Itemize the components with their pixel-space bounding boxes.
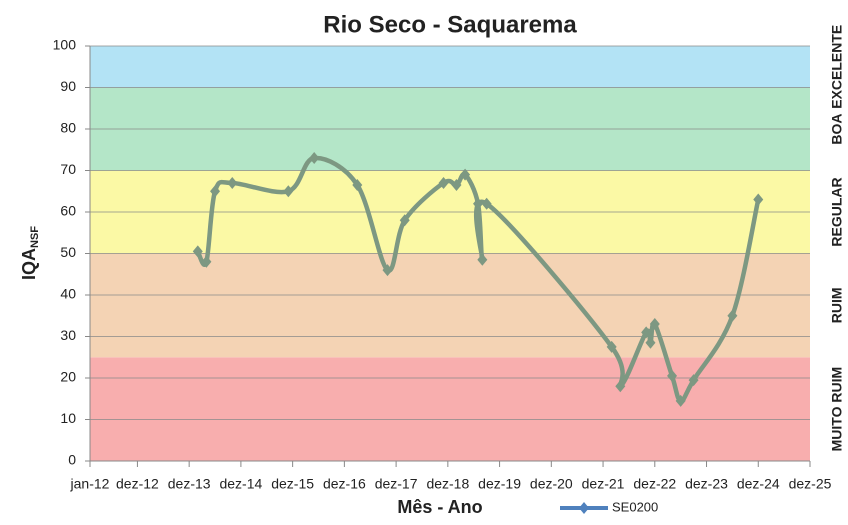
y-tick-label: 0 xyxy=(68,452,76,468)
x-tick-label: dez-16 xyxy=(323,476,366,492)
data-point xyxy=(210,185,221,198)
band-label: RUIM xyxy=(829,287,845,323)
data-point xyxy=(753,193,764,206)
quality-band xyxy=(90,253,810,358)
data-point xyxy=(382,264,393,277)
data-point xyxy=(645,336,656,349)
legend-marker xyxy=(579,502,589,514)
data-point xyxy=(201,255,212,268)
x-tick-label: dez-20 xyxy=(530,476,573,492)
data-point xyxy=(352,179,363,192)
y-tick-label: 70 xyxy=(60,161,76,177)
y-tick-label: 40 xyxy=(60,286,76,302)
x-tick-label: dez-18 xyxy=(426,476,469,492)
y-axis-label-sub: NSF xyxy=(29,226,41,248)
y-axis-label: IQANSF xyxy=(19,226,41,280)
x-tick-label: dez-25 xyxy=(789,476,832,492)
y-tick-label: 80 xyxy=(60,120,76,136)
data-point xyxy=(675,394,686,407)
data-point xyxy=(460,168,471,181)
x-tick-label: dez-17 xyxy=(375,476,418,492)
data-point xyxy=(481,197,492,210)
band-label: EXCELENTE xyxy=(829,25,845,109)
x-tick-label: dez-23 xyxy=(685,476,728,492)
data-point xyxy=(688,374,699,387)
legend-label: SE0200 xyxy=(612,499,658,514)
x-tick-label: dez-24 xyxy=(737,476,780,492)
y-tick-label: 60 xyxy=(60,203,76,219)
band-label: MUITO RUIM xyxy=(829,367,845,452)
data-point xyxy=(477,253,488,266)
data-point xyxy=(227,176,238,189)
y-tick-label: 90 xyxy=(60,78,76,94)
data-point xyxy=(309,152,320,165)
data-point xyxy=(667,369,678,382)
quality-band xyxy=(90,357,810,461)
x-axis-label: Mês - Ano xyxy=(397,497,482,517)
data-point xyxy=(192,245,203,258)
quality-band xyxy=(90,46,810,88)
x-tick-label: dez-12 xyxy=(116,476,159,492)
chart-title: Rio Seco - Saquarema xyxy=(323,11,577,38)
x-tick-label: dez-14 xyxy=(219,476,262,492)
data-point xyxy=(473,197,484,210)
data-point xyxy=(606,340,617,353)
x-tick-label: jan-12 xyxy=(70,476,110,492)
data-point xyxy=(641,326,652,339)
x-tick-label: dez-21 xyxy=(582,476,625,492)
y-tick-label: 10 xyxy=(60,410,76,426)
data-point xyxy=(283,185,294,198)
band-label: BOA xyxy=(829,113,845,144)
y-tick-label: 50 xyxy=(60,244,76,260)
y-axis-label-main: IQA xyxy=(19,248,39,280)
y-tick-label: 20 xyxy=(60,369,76,385)
x-tick-label: dez-13 xyxy=(168,476,211,492)
data-point xyxy=(649,318,660,331)
y-tick-label: 100 xyxy=(53,37,77,53)
x-tick-label: dez-15 xyxy=(271,476,314,492)
x-tick-label: dez-19 xyxy=(478,476,521,492)
data-point xyxy=(438,176,449,189)
band-label: REGULAR xyxy=(829,177,845,246)
data-point xyxy=(727,309,738,322)
y-tick-label: 30 xyxy=(60,327,76,343)
data-point xyxy=(615,380,626,393)
data-point xyxy=(399,214,410,227)
x-tick-label: dez-22 xyxy=(633,476,676,492)
data-point xyxy=(451,179,462,192)
